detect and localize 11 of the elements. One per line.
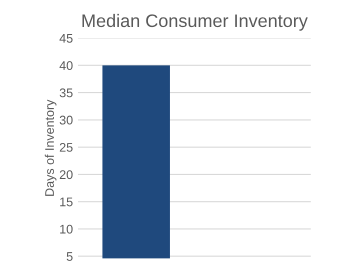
y-axis-title: Days of Inventory — [44, 100, 56, 196]
y-tick-label: 20 — [60, 170, 73, 180]
y-tick-label: 40 — [60, 61, 73, 70]
y-tick-label: 10 — [60, 224, 73, 234]
y-tick-label: 15 — [60, 198, 73, 206]
y-tick-label: 45 — [60, 34, 73, 43]
chart-title: Median Consumer Inventory — [82, 14, 308, 31]
y-tick-label: 5 — [66, 252, 73, 261]
y-tick-label: 35 — [60, 88, 73, 98]
y-tick-label: 30 — [60, 116, 73, 125]
y-tick-label: 25 — [60, 142, 73, 152]
